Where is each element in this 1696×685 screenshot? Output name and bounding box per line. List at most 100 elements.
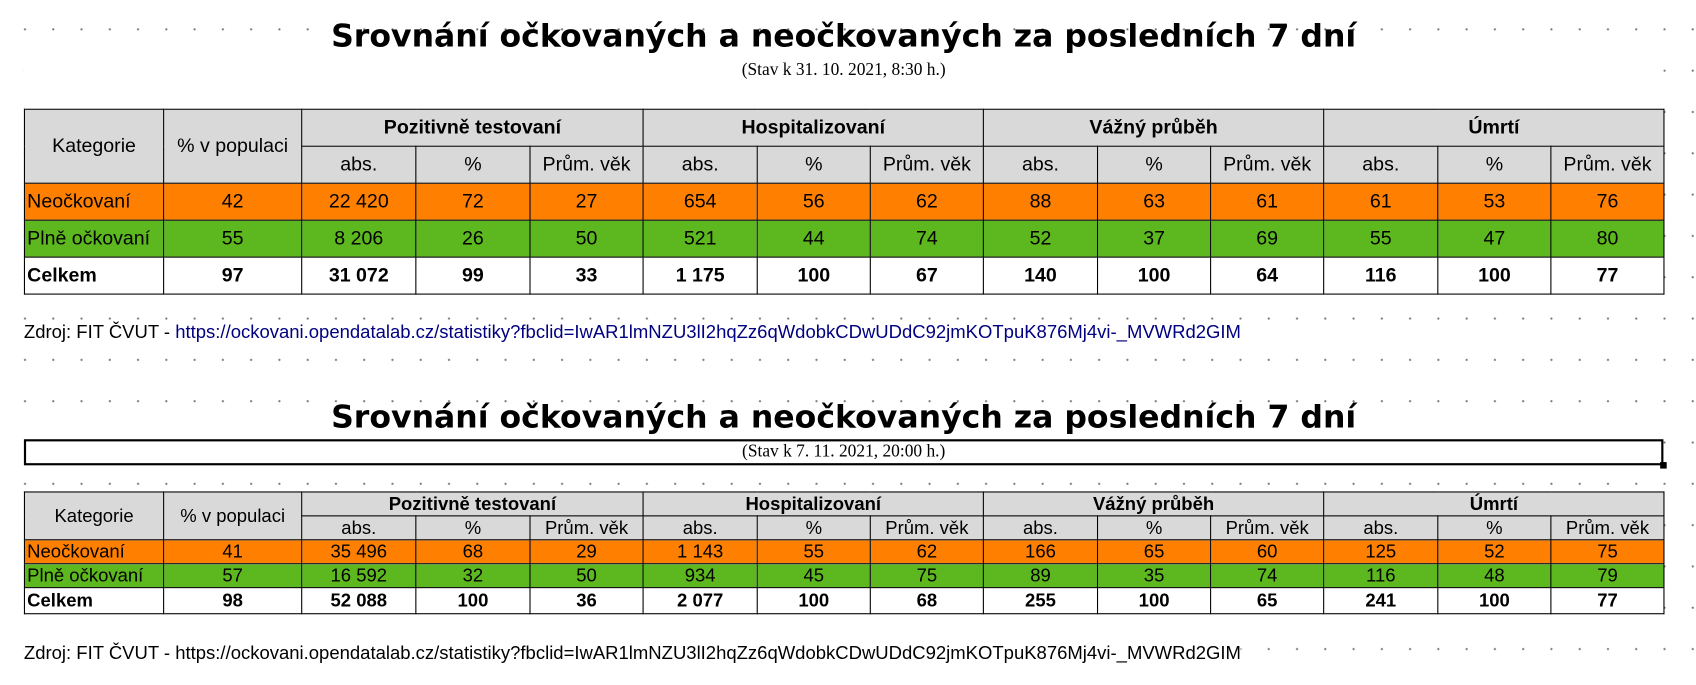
subheader-cell: abs. [982,515,1099,541]
value-cell: 48 [1437,563,1552,589]
category-cell: Plně očkovaní [23,563,165,589]
subheader-cell: % [756,145,871,184]
value-cell: 140 [982,256,1099,295]
sheet-subtitle: (Stav k 7. 11. 2021, 20:00 h.) [23,439,1664,466]
value-cell: 255 [982,587,1099,615]
subheader-row: abs.% Prům. věk abs.% Prům. věk abs.% Prům. v… [24,145,1665,184]
value-cell: 100 [756,256,871,295]
value-cell: 100 [1437,256,1552,295]
value-cell: 1 143 [642,539,758,565]
group-header: Úmrtí [1323,108,1665,147]
value-cell: 98 [163,587,303,615]
value-cell: 88 [982,182,1099,221]
value-cell: 521 [642,219,758,258]
value-cell: 55 [1323,219,1439,258]
header-row: Kategorie% v populaci Pozitivně testovaní… [23,108,1665,184]
source-label: Zdroj: FIT ČVUT - [23,321,176,343]
value-cell: 116 [1323,563,1439,589]
value-cell: 32 [415,563,531,589]
value-cell: 75 [869,563,984,589]
data-table: Kategorie% v populaci Pozitivně testovaní… [23,491,1665,615]
value-cell: 55 [756,539,871,565]
value-cell: 35 496 [301,539,417,565]
value-cell: 22 420 [301,182,417,221]
value-cell: 77 [1550,587,1665,615]
value-cell: 100 [415,587,531,615]
value-cell: 27 [529,182,644,221]
data-table: Kategorie% v populaci Pozitivně testovaní… [23,108,1665,295]
value-cell: 42 [163,182,303,221]
group-header: Pozitivně testovaní [301,491,644,517]
subheader-cell: % [1097,145,1212,184]
source-label: Zdroj: FIT ČVUT - [23,642,176,664]
header-cell: % v populaci [163,108,303,184]
value-cell: 125 [1323,539,1439,565]
value-cell: 74 [1210,563,1325,589]
header-row: Kategorie% v populaci Pozitivně testovaní… [23,491,1665,541]
subheader-cell: Prům. věk [529,145,644,184]
data-row: Celkem 97 31 072 99 33 1 175 100 67 140 100 64 116 1… [23,256,1665,295]
value-cell: 33 [529,256,644,295]
value-cell: 74 [869,219,984,258]
value-cell: 65 [1210,587,1325,615]
subheader-cell: % [756,515,871,541]
value-cell: 50 [529,219,644,258]
value-cell: 77 [1550,256,1665,295]
value-cell: 934 [642,563,758,589]
sheet-subtitle: (Stav k 31. 10. 2021, 8:30 h.) [23,60,1664,81]
value-cell: 241 [1323,587,1439,615]
value-cell: 1 175 [642,256,758,295]
data-row: Celkem 98 52 088 100 36 2 077 100 68 255 100 65 241… [23,587,1665,615]
sheet-title: Srovnání očkovaných a neočkovaných za po… [331,17,1357,55]
data-row: Neočkovaní 41 35 496 68 29 1 143 55 62 166 65 60 12… [23,539,1665,565]
value-cell: 64 [1210,256,1325,295]
value-cell: 52 [1437,539,1552,565]
subheader-cell: Prům. věk [869,145,984,184]
group-header: Hospitalizovaní [642,108,984,147]
subheader-row: abs.% Prům. věk abs.% Prům. věk abs.% Prům. v… [24,515,1665,541]
subheader-cell: % [1437,515,1552,541]
value-cell: 29 [529,539,644,565]
subheader-cell: abs. [1323,145,1439,184]
group-header: Pozitivně testovaní [301,108,644,147]
value-cell: 47 [1437,219,1552,258]
subheader-cell: % [1097,515,1212,541]
subheader-cell: abs. [301,145,417,184]
subheader-cell: abs. [982,145,1099,184]
value-cell: 65 [1097,539,1212,565]
value-cell: 50 [529,563,644,589]
value-cell: 8 206 [301,219,417,258]
subheader-cell: Prům. věk [1210,145,1325,184]
data-row: Plně očkovaní 57 16 592 32 50 934 45 75 89 35 74 11… [23,563,1665,589]
value-cell: 76 [1550,182,1665,221]
group-header: Hospitalizovaní [642,491,984,517]
source-url: https://ockovani.opendatalab.cz/statisti… [175,642,1241,664]
subheader-cell: Prům. věk [1550,145,1665,184]
value-cell: 57 [163,563,303,589]
value-cell: 55 [163,219,303,258]
value-cell: 99 [415,256,531,295]
value-cell: 100 [1097,256,1212,295]
value-cell: 52 [982,219,1099,258]
subheader-cell: % [415,145,531,184]
value-cell: 61 [1210,182,1325,221]
value-cell: 89 [982,563,1099,589]
table-body: Kategorie% v populaci Pozitivně testovaní… [23,108,1665,295]
data-row: Neočkovaní 42 22 420 72 27 654 56 62 88 63 61 61 53 7… [23,182,1665,221]
value-cell: 41 [163,539,303,565]
subheader-cell: Prům. věk [1210,515,1325,541]
subheader-cell: % [1437,145,1552,184]
value-cell: 75 [1550,539,1665,565]
data-row: Plně očkovaní 55 8 206 26 50 521 44 74 52 37 69 55 4… [23,219,1665,258]
subheader-cell: abs. [1323,515,1439,541]
source-note: Zdroj: FIT ČVUT - https://ockovani.opend… [23,321,1241,344]
subheader-cell: abs. [642,515,758,541]
value-cell: 53 [1437,182,1552,221]
value-cell: 60 [1210,539,1325,565]
subheader-cell: abs. [642,145,758,184]
header-cell: Kategorie [23,108,165,184]
value-cell: 16 592 [301,563,417,589]
